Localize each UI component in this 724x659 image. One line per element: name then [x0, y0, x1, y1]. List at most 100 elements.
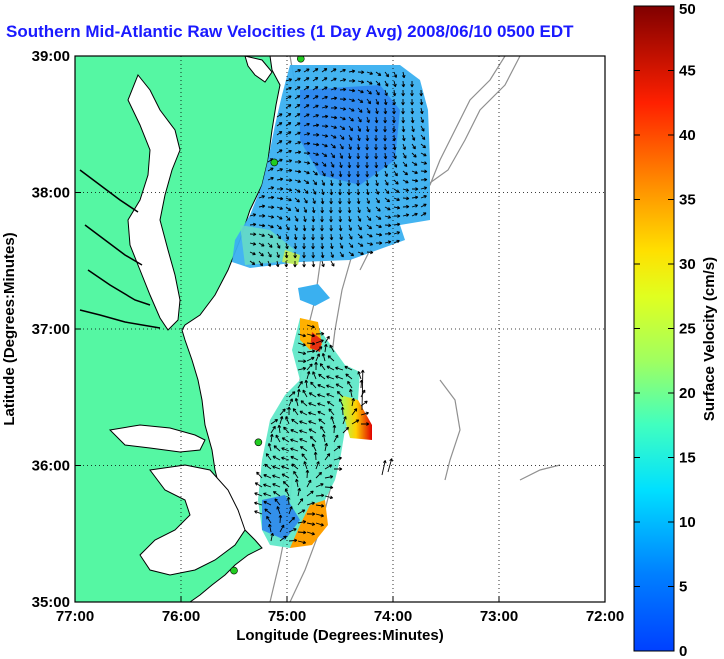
velocity-arrow [420, 194, 427, 199]
velocity-arrow [357, 224, 362, 231]
velocity-arrow [321, 114, 329, 119]
velocity-arrow [312, 123, 320, 128]
velocity-arrow [297, 342, 306, 347]
colorbar-tick-label: 50 [679, 1, 696, 18]
velocity-arrow [330, 134, 337, 139]
velocity-arrow [339, 143, 344, 150]
velocity-arrow [348, 116, 354, 122]
velocity-arrow [384, 161, 388, 169]
velocity-arrow [420, 186, 428, 190]
albemarle-sound [108, 424, 206, 453]
velocity-arrow [306, 512, 316, 516]
velocity-arrow [309, 435, 317, 443]
velocity-arrow [366, 89, 372, 95]
velocity-arrow [321, 105, 329, 109]
velocity-arrow [411, 170, 418, 175]
velocity-arrow [328, 408, 335, 416]
velocity-arrow [249, 242, 257, 246]
velocity-arrow [384, 170, 388, 177]
velocity-arrow [366, 242, 374, 246]
velocity-arrow [392, 89, 397, 97]
velocity-arrow [366, 233, 373, 238]
velocity-arrow [317, 402, 326, 407]
velocity-arrow [288, 538, 298, 543]
velocity-arrow [306, 371, 311, 380]
velocity-arrow [365, 125, 370, 133]
velocity-arrow [317, 393, 326, 398]
y-axis-label: Latitude (Degrees:Minutes) [1, 232, 18, 425]
velocity-arrow [356, 152, 361, 160]
velocity-arrow [249, 213, 257, 217]
velocity-arrow [339, 242, 344, 249]
velocity-arrow [284, 260, 289, 268]
velocity-arrow [315, 461, 320, 470]
colorbar-tick-label: 0 [679, 643, 687, 659]
velocity-arrow [326, 375, 335, 380]
velocity-arrow [303, 151, 311, 156]
velocity-arrow [282, 480, 290, 488]
x-tick-label: 76:00 [162, 608, 200, 625]
velocity-arrow [277, 424, 282, 434]
velocity-arrow [401, 116, 405, 124]
velocity-arrow [303, 77, 310, 82]
velocity-arrow [330, 77, 337, 82]
velocity-arrow [321, 152, 328, 158]
velocity-arrow [375, 80, 381, 86]
velocity-arrow [288, 506, 293, 515]
velocity-arrow [329, 224, 333, 232]
velocity-arrow [401, 80, 406, 88]
velocity-arrow [366, 107, 371, 114]
colorbar-tick-label: 5 [679, 579, 687, 596]
velocity-arrow [384, 89, 388, 97]
velocity-arrow [314, 361, 318, 371]
velocity-arrow [402, 196, 410, 201]
velocity-arrow [339, 116, 346, 121]
colorbar-tick-label: 25 [679, 321, 696, 338]
velocity-arrow [392, 143, 397, 151]
velocity-arrow [375, 71, 382, 77]
velocity-arrow [393, 188, 400, 193]
velocity-arrow [303, 86, 310, 91]
velocity-arrow [324, 442, 328, 452]
velocity-arrow [274, 498, 281, 506]
velocity-arrow [321, 134, 329, 138]
velocity-arrow [375, 224, 382, 229]
map-area[interactable] [75, 55, 605, 602]
velocity-arrow [339, 233, 343, 241]
velocity-arrow [338, 215, 343, 223]
velocity-arrow [285, 168, 293, 173]
velocity-arrow [315, 522, 324, 527]
velocity-arrow [267, 176, 274, 181]
velocity-arrow [356, 197, 361, 205]
velocity-arrow [301, 453, 308, 461]
velocity-arrow [303, 161, 311, 165]
velocity-arrow [342, 426, 350, 434]
velocity-arrow [324, 453, 331, 461]
velocity-arrow [249, 222, 257, 227]
velocity-arrow [338, 188, 342, 196]
velocity-arrow [294, 150, 302, 155]
velocity-arrow [357, 98, 364, 104]
velocity-arrow [267, 167, 274, 172]
velocity-arrow [297, 530, 307, 535]
velocity-arrow [375, 206, 381, 212]
velocity-arrow [387, 458, 393, 473]
velocity-arrow [366, 188, 370, 196]
velocity-arrow [357, 125, 362, 132]
velocity-arrow [420, 169, 428, 174]
velocity-arrow [279, 535, 287, 542]
velocity-arrow [348, 134, 353, 141]
velocity-arrow [374, 161, 379, 169]
velocity-arrow [276, 168, 283, 172]
velocity-arrow [339, 97, 347, 102]
velocity-arrow [339, 134, 345, 140]
velocity-arrow [357, 116, 362, 123]
velocity-arrow [384, 179, 389, 186]
velocity-arrow [297, 498, 304, 506]
velocity-arrow [335, 366, 344, 371]
velocity-arrow [339, 68, 346, 73]
velocity-arrow [254, 501, 263, 506]
velocity-arrow [312, 77, 319, 82]
velocity-arrow [313, 451, 318, 461]
velocity-arrow [347, 206, 352, 214]
